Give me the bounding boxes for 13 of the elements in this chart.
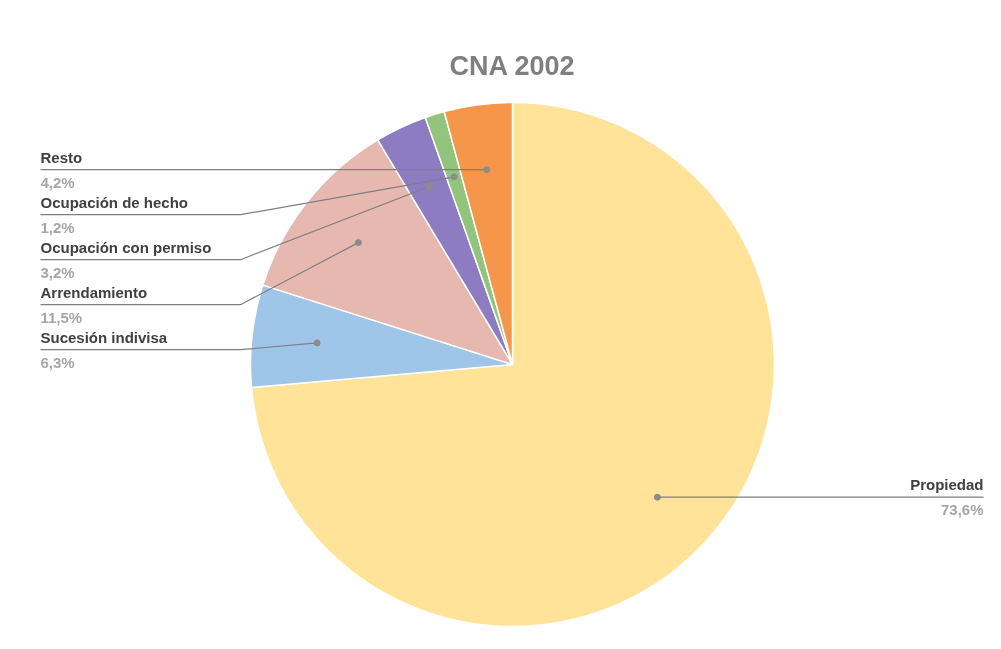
slice-label: Arrendamiento: [40, 283, 148, 301]
data-label: 4,2%: [40, 173, 75, 191]
slice-label: Propiedad: [910, 476, 984, 494]
data-label: 1,2%: [40, 218, 75, 236]
chart-title: CNA 2002: [449, 50, 575, 81]
data-label: 11,5%: [40, 308, 83, 326]
slice-label: Ocupación de hecho: [40, 193, 189, 211]
data-label: 3,2%: [40, 263, 75, 281]
slice-label: Resto: [40, 148, 83, 166]
slice-label: Sucesión indivisa: [40, 328, 168, 346]
data-label: 6,3%: [40, 353, 75, 371]
data-label: 73,6%: [940, 501, 984, 519]
slice-label: Ocupación con permiso: [40, 238, 212, 256]
